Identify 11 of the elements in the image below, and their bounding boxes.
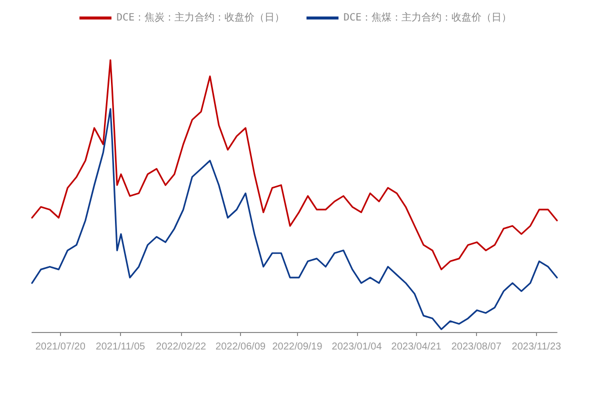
x-tick-label: 2023/01/04	[332, 342, 382, 352]
x-tick-label: 2022/02/22	[156, 342, 207, 352]
x-tick-label: 2023/11/23	[512, 342, 562, 352]
x-tick-label: 2021/11/05	[96, 342, 146, 352]
x-tick-label: 2021/07/20	[35, 342, 86, 352]
x-tick-label: 2023/08/07	[451, 342, 502, 352]
legend-label: DCE：焦炭：主力合约：收盘价（日）	[116, 12, 284, 24]
x-tick-label: 2023/04/21	[391, 342, 442, 352]
x-tick-label: 2022/06/09	[216, 342, 266, 352]
x-tick-label: 2022/09/19	[272, 342, 323, 352]
legend-label: DCE：焦煤：主力合约：收盘价（日）	[344, 12, 512, 24]
